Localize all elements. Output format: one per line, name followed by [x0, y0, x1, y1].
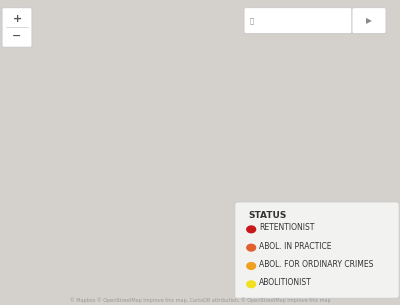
Text: ⌕: ⌕	[250, 17, 254, 24]
Text: −: −	[12, 31, 22, 41]
Text: ▶: ▶	[366, 16, 372, 25]
Text: © Mapbox © OpenStreetMap Improve this map, CartoDB attribution, © OpenStreetMap : © Mapbox © OpenStreetMap Improve this ma…	[70, 298, 330, 303]
Text: RETENTIONIST: RETENTIONIST	[259, 223, 314, 232]
Text: +: +	[12, 14, 22, 24]
Text: ABOLITIONIST: ABOLITIONIST	[259, 278, 312, 287]
Text: STATUS: STATUS	[248, 211, 286, 220]
Text: ABOL. FOR ORDINARY CRIMES: ABOL. FOR ORDINARY CRIMES	[259, 260, 373, 269]
Text: ABOL. IN PRACTICE: ABOL. IN PRACTICE	[259, 242, 331, 251]
